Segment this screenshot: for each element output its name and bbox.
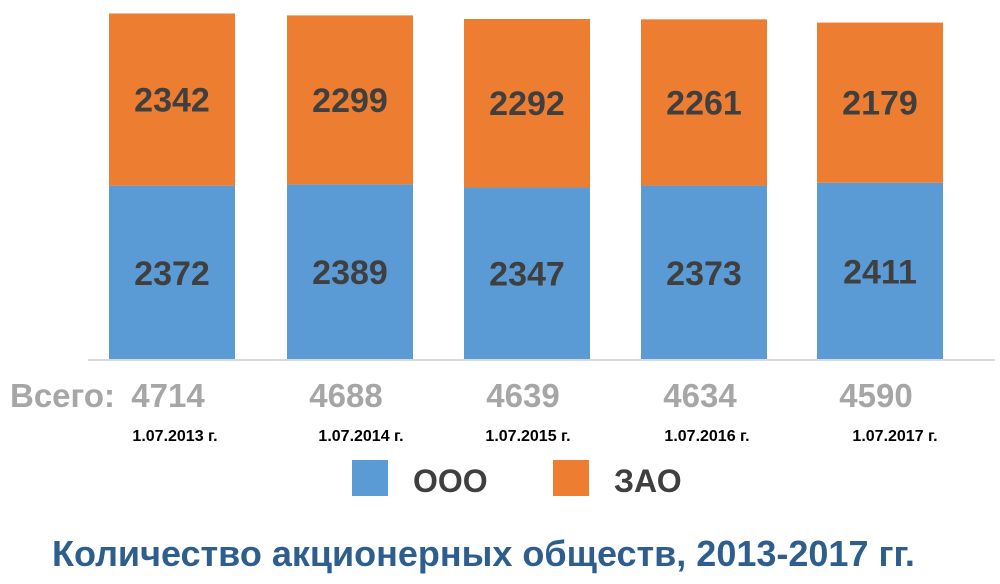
data-label-ooo-3: 2373 (666, 255, 742, 293)
total-value-2: 4639 (486, 377, 559, 414)
data-label-zao-4: 2179 (842, 85, 918, 123)
chart-title: Количество акционерных обществ, 2013-201… (52, 533, 915, 574)
legend-swatch-ooo (352, 460, 388, 496)
category-label-4: 1.07.2017 г. (852, 428, 937, 445)
data-label-zao-3: 2261 (666, 84, 742, 122)
data-label-zao-1: 2299 (312, 82, 388, 120)
bar-segment-zao-4 (817, 22, 943, 183)
legend-label-ooo: ООО (413, 463, 488, 499)
data-label-zao-0: 2342 (134, 82, 210, 120)
data-label-zao-2: 2292 (489, 85, 565, 123)
total-value-4: 4590 (839, 377, 912, 414)
totals-group: 4714 4688 4639 4634 4590 (131, 377, 912, 414)
data-label-ooo-4: 2411 (843, 253, 917, 291)
category-label-1: 1.07.2014 г. (318, 428, 403, 445)
data-label-ooo-1: 2389 (312, 254, 388, 292)
legend-swatch-zao (553, 460, 589, 496)
data-label-ooo-0: 2372 (134, 255, 210, 293)
bar-segment-ooo-1 (287, 184, 413, 360)
bar-segment-zao-2 (464, 18, 590, 188)
total-value-1: 4688 (309, 377, 382, 414)
category-label-3: 1.07.2016 г. (664, 428, 749, 445)
bar-segment-zao-1 (287, 15, 413, 185)
category-label-2: 1.07.2015 г. (485, 428, 570, 445)
data-labels-group: 2372 2342 2389 2299 2347 2292 2373 2261 2411 2179 (134, 82, 918, 294)
category-labels-group: 1.07.2013 г. 1.07.2014 г. 1.07.2015 г. 1.07… (132, 428, 937, 445)
legend-label-zao: ЗАО (614, 463, 682, 499)
data-label-ooo-2: 2347 (489, 256, 565, 294)
bar-segment-ooo-4 (817, 182, 943, 360)
legend: ООО ЗАО (352, 460, 682, 499)
totals-prefix: Всего: (10, 377, 115, 414)
total-value-0: 4714 (131, 377, 205, 414)
bar-segment-zao-3 (641, 19, 767, 186)
bar-segment-ooo-3 (641, 185, 767, 360)
bar-segment-ooo-2 (464, 187, 590, 360)
bar-segment-ooo-0 (109, 185, 235, 360)
bars-group (109, 13, 943, 360)
bar-segment-zao-0 (109, 13, 235, 186)
total-value-3: 4634 (663, 377, 737, 414)
category-label-0: 1.07.2013 г. (132, 428, 217, 445)
